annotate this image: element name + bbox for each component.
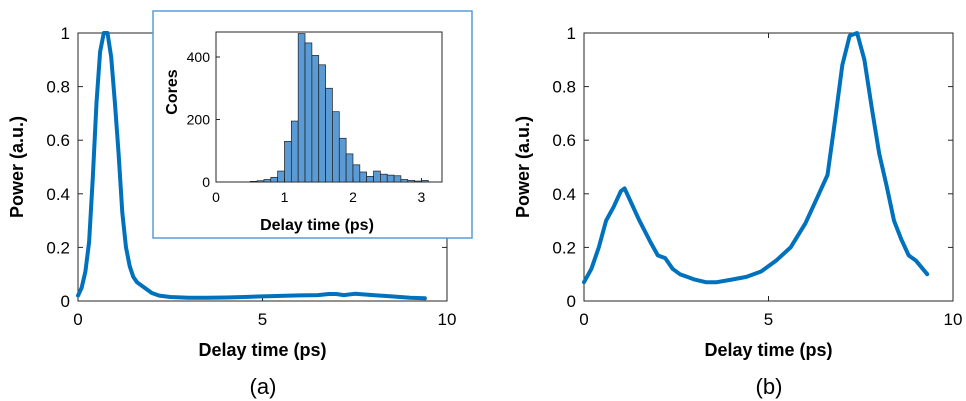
x-tick-label: 5 <box>258 310 267 329</box>
histogram-bar <box>414 180 422 183</box>
y-axis-label: Power (a.u.) <box>7 116 27 218</box>
histogram-bar <box>311 55 320 183</box>
histogram-bar <box>284 141 292 183</box>
histogram-bar <box>373 170 381 183</box>
histogram-bar <box>270 176 278 183</box>
inset-y-tick-label: 400 <box>187 49 211 65</box>
histogram-bar <box>263 179 272 183</box>
inset-y-tick-label: 0 <box>202 174 210 190</box>
x-tick-label: 0 <box>579 310 588 329</box>
histogram-bar <box>393 175 402 183</box>
inset-x-tick-label: 0 <box>212 189 220 205</box>
histogram-bar <box>338 137 347 183</box>
inset-x-tick-label: 3 <box>418 189 426 205</box>
inset-histogram: 0 1 2 3 0 200 400 Delay time (ps) Cores <box>152 10 473 239</box>
panel-b: 0 5 10 0 0.2 0.4 0.6 0.8 1 Delay time (ps) Power (… <box>513 24 962 360</box>
histogram-bar <box>345 153 354 183</box>
histogram-bar <box>249 181 258 183</box>
x-tick-label: 0 <box>73 310 82 329</box>
histogram-bar <box>421 180 429 183</box>
histogram-bar <box>359 171 368 183</box>
y-tick-label: 1 <box>567 24 576 43</box>
caption-b: (b) <box>756 374 783 399</box>
histogram-bar <box>332 111 340 183</box>
y-tick-label: 0.2 <box>46 238 70 257</box>
y-tick-label: 0 <box>61 292 70 311</box>
y-tick-label: 0.4 <box>46 185 70 204</box>
histogram-bar <box>380 173 388 183</box>
series-line <box>582 31 930 285</box>
y-tick-label: 0.8 <box>46 78 70 97</box>
plot-area-2 <box>583 32 954 302</box>
histogram-bar <box>318 64 326 183</box>
histogram-bar <box>290 120 299 183</box>
histogram-bar <box>256 180 265 183</box>
series-line <box>76 31 427 301</box>
y-tick-label: 1 <box>61 24 70 43</box>
caption-a: (a) <box>250 374 277 399</box>
y-tick-label: 0.2 <box>552 238 576 257</box>
histogram-bar <box>352 164 361 183</box>
y-tick-label: 0.4 <box>552 185 576 204</box>
histogram-bar <box>400 179 409 183</box>
y-tick-label: 0.6 <box>552 131 576 150</box>
histogram-bar <box>386 174 395 183</box>
y-axis-label: Power (a.u.) <box>513 116 533 218</box>
histogram-bar <box>366 176 374 183</box>
inset-x-tick-label: 2 <box>349 189 357 205</box>
inset-y-tick-label: 200 <box>187 112 211 128</box>
y-tick-label: 0.8 <box>552 78 576 97</box>
x-axis-label: Delay time (ps) <box>198 340 326 360</box>
histogram-bar <box>325 87 333 183</box>
inset-x-tick-label: 1 <box>281 189 289 205</box>
x-tick-label: 10 <box>944 310 963 329</box>
y-tick-label: 0 <box>567 292 576 311</box>
x-tick-label: 5 <box>764 310 773 329</box>
histogram-bar <box>297 33 306 183</box>
inset-x-axis-label: Delay time (ps) <box>260 217 374 234</box>
x-tick-label: 10 <box>438 310 457 329</box>
y-tick-label: 0.6 <box>46 131 70 150</box>
histogram-bar <box>407 180 415 183</box>
histogram-bar <box>277 170 285 183</box>
x-axis-label: Delay time (ps) <box>704 340 832 360</box>
inset-y-axis-label: Cores <box>164 69 181 114</box>
histogram-bar <box>304 42 313 183</box>
